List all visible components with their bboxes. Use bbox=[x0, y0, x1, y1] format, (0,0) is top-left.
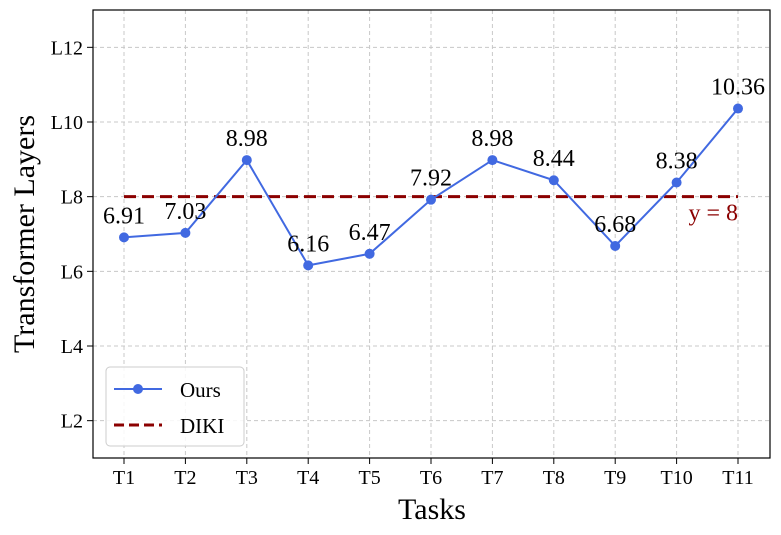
x-tick-label: T8 bbox=[543, 467, 565, 489]
x-tick-label: T5 bbox=[358, 467, 380, 489]
ours-data-label: 7.92 bbox=[410, 166, 452, 192]
ours-data-label: 6.47 bbox=[349, 220, 391, 246]
ours-data-point bbox=[733, 103, 743, 114]
ours-data-point bbox=[548, 175, 559, 186]
y-tick-label: L12 bbox=[51, 37, 83, 59]
ours-data-label: 10.36 bbox=[711, 75, 765, 101]
x-tick-label: T3 bbox=[236, 467, 258, 489]
ours-data-label: 8.44 bbox=[533, 146, 575, 172]
ours-data-label: 8.98 bbox=[471, 126, 513, 152]
y-tick-label: L2 bbox=[61, 411, 83, 433]
ours-data-point bbox=[426, 194, 436, 205]
x-tick-label: T9 bbox=[604, 467, 626, 489]
x-tick-label: T6 bbox=[420, 467, 442, 489]
ours-data-point bbox=[610, 240, 621, 251]
ours-data-label: 8.38 bbox=[656, 148, 698, 174]
ours-data-point bbox=[364, 248, 375, 259]
ours-data-point bbox=[180, 227, 191, 238]
x-tick-label: T1 bbox=[113, 467, 135, 489]
axes: T1 T2 T3 T4 T5 T6 T7 T8 T9 T10 T11 L2 L4 L6 L8 L10 L12 bbox=[51, 9, 771, 489]
y-axis-title: Transformer Layers bbox=[8, 115, 41, 353]
x-tick-label: T4 bbox=[297, 467, 319, 489]
x-tick-label: T11 bbox=[722, 467, 753, 489]
legend-diki-label: DIKI bbox=[180, 414, 224, 438]
x-tick-label: T10 bbox=[660, 467, 692, 489]
y-tick-label: L8 bbox=[61, 187, 83, 209]
ours-data-point bbox=[119, 232, 129, 243]
ours-data-label: 8.98 bbox=[226, 126, 268, 152]
reference-line-annotation: y = 8 bbox=[688, 201, 738, 227]
y-tick-label: L6 bbox=[61, 261, 83, 283]
x-tick-label: T2 bbox=[174, 467, 196, 489]
ours-data-label: 6.91 bbox=[103, 203, 145, 229]
y-tick-label: L10 bbox=[51, 112, 83, 134]
series bbox=[119, 103, 743, 271]
legend-ours-marker-swatch bbox=[133, 384, 143, 394]
ours-data-point bbox=[671, 177, 682, 188]
x-axis-title: Tasks bbox=[398, 493, 466, 526]
ours-data-point bbox=[303, 260, 314, 271]
legend: Ours DIKI bbox=[105, 366, 245, 447]
x-tick-label: T7 bbox=[481, 467, 503, 489]
ours-data-point bbox=[487, 155, 498, 166]
ours-data-label: 6.68 bbox=[594, 212, 636, 238]
legend-ours-label: Ours bbox=[180, 378, 221, 402]
ours-data-point bbox=[241, 155, 252, 166]
ours-data-label: 6.16 bbox=[287, 231, 329, 257]
ours-data-label: 7.03 bbox=[164, 199, 206, 225]
y-tick-label: L4 bbox=[61, 336, 83, 358]
data-labels: 6.91 7.03 8.98 6.16 6.47 7.92 8.98 8.44 6.68 8.38… bbox=[103, 75, 765, 258]
